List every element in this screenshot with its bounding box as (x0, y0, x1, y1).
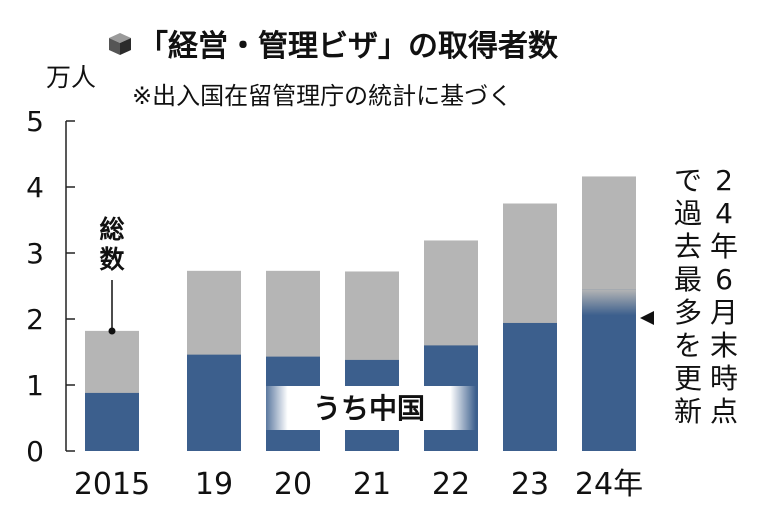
x-tick-label: 20 (274, 467, 312, 502)
y-tick-label: 3 (26, 237, 44, 270)
china-annotation: うち中国 (262, 386, 476, 430)
bar-china (187, 354, 241, 451)
y-axis-label: 万人 (46, 63, 96, 92)
china-label-box (262, 386, 476, 430)
bar-china-fade (582, 289, 636, 316)
china-label: うち中国 (313, 392, 425, 425)
cube-icon (109, 33, 131, 55)
bar-china (582, 289, 636, 451)
total-label-2: 数 (99, 245, 125, 274)
y-tick-label: 1 (26, 369, 44, 402)
total-annotation: 総 数 (99, 215, 125, 335)
total-label-1: 総 (99, 215, 124, 244)
x-tick-label: 24年 (575, 467, 643, 502)
note-column-left: で過去最多を更新 (674, 164, 702, 428)
bar-china (503, 322, 557, 451)
x-tick-label: 2015 (74, 467, 150, 502)
bars-group (85, 176, 636, 451)
y-tick-label: 2 (26, 303, 44, 336)
x-tick-label: 21 (353, 467, 391, 502)
x-tick-label: 19 (195, 467, 233, 502)
y-tick-label: 4 (26, 171, 44, 204)
y-tick-label: 0 (26, 435, 44, 468)
bar-china (85, 392, 139, 451)
x-tick-label: 23 (511, 467, 549, 502)
note-pointer-arrow (640, 311, 654, 325)
note-column-right: 2 4 年 6 月末時点 (710, 164, 738, 428)
total-leader-dot (108, 327, 116, 335)
y-tick-label: 5 (26, 105, 44, 138)
chart-subtitle: ※出入国在留管理庁の統計に基づく (132, 82, 512, 110)
y-axis: 0 1 2 3 4 5 (26, 105, 75, 468)
x-tick-label: 22 (432, 467, 470, 502)
x-tick-labels: 2015 19 20 21 22 23 24年 (74, 467, 643, 502)
chart-title: 「経営・管理ビザ」の取得者数 (138, 29, 559, 64)
